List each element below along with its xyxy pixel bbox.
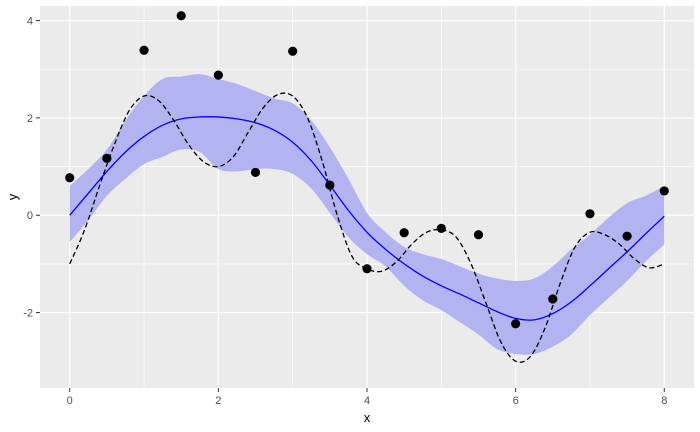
- y-axis-ticks: -2 0 2 4: [23, 16, 40, 320]
- scatter-point: [436, 223, 446, 233]
- y-tick-label: -2: [23, 308, 33, 320]
- dashed-curve: [69, 92, 665, 363]
- scatter-point: [250, 167, 261, 178]
- line-layer: [69, 92, 665, 363]
- scatter-point: [139, 45, 149, 55]
- scatter-point: [511, 319, 521, 329]
- x-tick-label: 0: [67, 395, 73, 407]
- fitted-line: [69, 116, 665, 321]
- scatter-point: [176, 11, 186, 21]
- scatter-point: [548, 294, 558, 304]
- scatter-point: [288, 46, 298, 56]
- scatter-point: [213, 70, 223, 80]
- y-tick-label: 0: [27, 210, 33, 222]
- x-tick-label: 6: [513, 395, 519, 407]
- x-axis-ticks: 0 2 4 6 8: [67, 388, 667, 407]
- x-tick-label: 8: [661, 395, 667, 407]
- scatter-point: [659, 186, 669, 196]
- confidence-band: [69, 74, 665, 355]
- x-tick-label: 4: [364, 395, 370, 407]
- scatter-point: [585, 209, 595, 219]
- y-axis-title: y: [5, 193, 20, 200]
- y-tick-label: 4: [27, 16, 33, 28]
- scatter-point: [65, 173, 75, 183]
- x-axis-title: x: [364, 410, 371, 425]
- y-tick-label: 2: [27, 113, 33, 125]
- x-tick-label: 2: [215, 395, 221, 407]
- scatter-points: [65, 11, 669, 329]
- confidence-band-layer: [69, 74, 665, 355]
- scatter-point: [473, 230, 484, 240]
- scatter-point: [622, 231, 632, 241]
- scatter-point: [325, 180, 335, 190]
- scatter-point: [399, 228, 409, 238]
- scatter-point: [362, 264, 372, 274]
- scatter-point: [102, 153, 112, 163]
